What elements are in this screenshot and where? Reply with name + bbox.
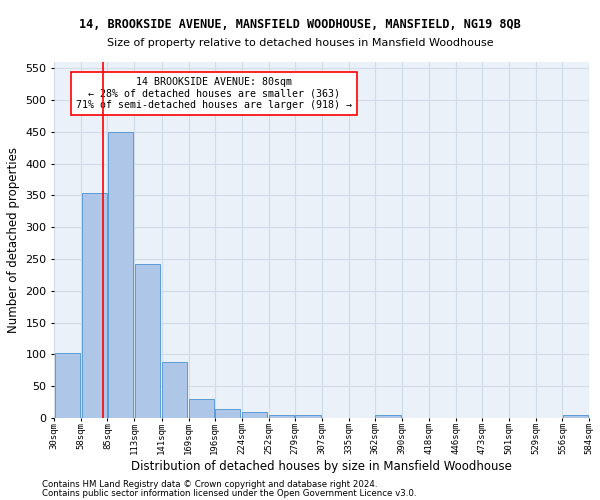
Bar — [242, 412, 268, 418]
Bar — [55, 352, 80, 418]
Bar — [295, 415, 320, 418]
Bar — [162, 362, 187, 418]
Bar — [215, 409, 241, 418]
Bar — [376, 415, 401, 418]
Bar — [108, 132, 133, 418]
Text: Contains public sector information licensed under the Open Government Licence v3: Contains public sector information licen… — [42, 489, 416, 498]
Bar — [135, 264, 160, 418]
Text: 14, BROOKSIDE AVENUE, MANSFIELD WOODHOUSE, MANSFIELD, NG19 8QB: 14, BROOKSIDE AVENUE, MANSFIELD WOODHOUS… — [79, 18, 521, 30]
Bar — [563, 415, 588, 418]
Text: Contains HM Land Registry data © Crown copyright and database right 2024.: Contains HM Land Registry data © Crown c… — [42, 480, 377, 489]
Text: Size of property relative to detached houses in Mansfield Woodhouse: Size of property relative to detached ho… — [107, 38, 493, 48]
X-axis label: Distribution of detached houses by size in Mansfield Woodhouse: Distribution of detached houses by size … — [131, 460, 512, 473]
Bar — [189, 399, 214, 418]
Bar — [269, 415, 295, 418]
Y-axis label: Number of detached properties: Number of detached properties — [7, 147, 20, 333]
Bar — [82, 193, 107, 418]
Text: 14 BROOKSIDE AVENUE: 80sqm
← 28% of detached houses are smaller (363)
71% of sem: 14 BROOKSIDE AVENUE: 80sqm ← 28% of deta… — [76, 77, 352, 110]
